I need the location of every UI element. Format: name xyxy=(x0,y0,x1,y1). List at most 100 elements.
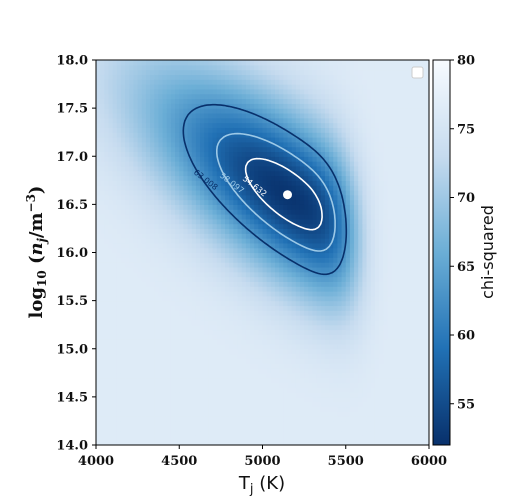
heatmap-cell xyxy=(254,348,259,355)
heatmap-cell xyxy=(216,252,222,258)
heatmap-cell xyxy=(324,377,330,384)
heatmap-cell xyxy=(141,252,147,258)
heatmap-cell xyxy=(112,93,118,100)
heatmap-cell xyxy=(150,252,155,258)
heatmap-cell xyxy=(304,103,309,109)
heatmap-cell xyxy=(166,175,172,181)
heatmap-cell xyxy=(283,103,289,109)
heatmap-cell xyxy=(349,310,355,316)
heatmap-cell xyxy=(170,262,176,268)
heatmap-cell xyxy=(316,372,322,379)
heatmap-cell xyxy=(195,117,201,124)
heatmap-cell xyxy=(291,281,297,287)
heatmap-cell xyxy=(299,199,305,205)
heatmap-cell xyxy=(225,315,230,321)
heatmap-cell xyxy=(245,238,251,244)
heatmap-cell xyxy=(220,334,226,340)
heatmap-cell xyxy=(158,165,164,172)
heatmap-cell xyxy=(125,228,130,234)
heatmap-cell xyxy=(191,199,197,205)
heatmap-cell xyxy=(258,180,264,186)
heatmap-cell xyxy=(183,310,189,316)
heatmap-cell xyxy=(266,108,272,114)
heatmap-cell xyxy=(191,319,197,326)
heatmap-cell xyxy=(229,189,234,196)
heatmap-cell xyxy=(241,141,247,148)
heatmap-cell xyxy=(291,185,297,191)
heatmap-cell xyxy=(166,358,172,364)
heatmap-cell xyxy=(150,137,155,143)
heatmap-cell xyxy=(187,170,193,177)
heatmap-cell xyxy=(145,406,151,412)
heatmap-cell xyxy=(100,151,105,157)
heatmap-cell xyxy=(96,411,101,417)
heatmap-cell xyxy=(304,377,309,384)
heatmap-cell xyxy=(220,151,226,157)
heatmap-cell xyxy=(158,161,164,167)
heatmap-cell xyxy=(233,223,239,230)
heatmap-cell xyxy=(129,112,135,119)
heatmap-cell xyxy=(195,180,201,186)
heatmap-cell xyxy=(179,382,185,388)
heatmap-cell xyxy=(274,141,280,148)
heatmap-cell xyxy=(233,141,239,148)
heatmap-cell xyxy=(308,194,314,201)
heatmap-cell xyxy=(262,223,268,230)
heatmap-cell xyxy=(295,377,301,384)
heatmap-cell xyxy=(266,165,272,172)
heatmap-cell xyxy=(133,60,139,66)
heatmap-cell xyxy=(104,88,110,95)
heatmap-cell xyxy=(96,396,101,403)
heatmap-cell xyxy=(233,252,239,258)
heatmap-cell xyxy=(195,252,201,258)
heatmap-cell xyxy=(158,435,164,441)
heatmap-cell xyxy=(279,396,284,403)
heatmap-cell xyxy=(241,228,247,234)
heatmap-cell xyxy=(137,88,143,95)
heatmap-cell xyxy=(141,363,147,369)
heatmap-cell xyxy=(216,305,222,311)
heatmap-cell xyxy=(216,127,222,133)
heatmap-cell xyxy=(266,146,272,153)
heatmap-cell xyxy=(166,392,172,398)
heatmap-cell xyxy=(262,122,268,128)
heatmap-cell xyxy=(195,242,201,249)
heatmap-cell xyxy=(116,74,122,80)
heatmap-cell xyxy=(104,300,110,307)
heatmap-cell xyxy=(308,377,314,384)
heatmap-cell xyxy=(279,74,284,80)
heatmap-cell xyxy=(116,425,122,432)
heatmap-cell xyxy=(100,117,105,124)
heatmap-cell xyxy=(116,151,122,157)
heatmap-cell xyxy=(104,305,110,311)
heatmap-cell xyxy=(220,291,226,297)
heatmap-cell xyxy=(125,252,130,258)
heatmap-cell xyxy=(245,69,251,76)
heatmap-cell xyxy=(241,315,247,321)
heatmap-cell xyxy=(112,252,118,258)
heatmap-cell xyxy=(345,266,351,273)
heatmap-cell xyxy=(179,387,185,393)
heatmap-cell xyxy=(108,79,114,85)
heatmap-cell xyxy=(254,372,259,379)
heatmap-cell xyxy=(100,132,105,138)
heatmap-cell xyxy=(345,88,351,95)
heatmap-cell xyxy=(266,228,272,234)
heatmap-cell xyxy=(308,175,314,181)
heatmap-cell xyxy=(258,175,264,181)
heatmap-cell xyxy=(225,151,230,157)
heatmap-cell xyxy=(216,247,222,254)
heatmap-cell xyxy=(233,324,239,331)
heatmap-cell xyxy=(283,112,289,119)
heatmap-cell xyxy=(195,343,201,350)
heatmap-cell xyxy=(279,84,284,90)
heatmap-cell xyxy=(233,300,239,307)
heatmap-cell xyxy=(204,310,209,316)
heatmap-cell xyxy=(120,127,126,133)
heatmap-cell xyxy=(112,137,118,143)
heatmap-cell xyxy=(345,233,351,239)
heatmap-cell xyxy=(183,161,189,167)
heatmap-cell xyxy=(216,84,222,90)
heatmap-cell xyxy=(291,180,297,186)
heatmap-cell xyxy=(120,401,126,408)
